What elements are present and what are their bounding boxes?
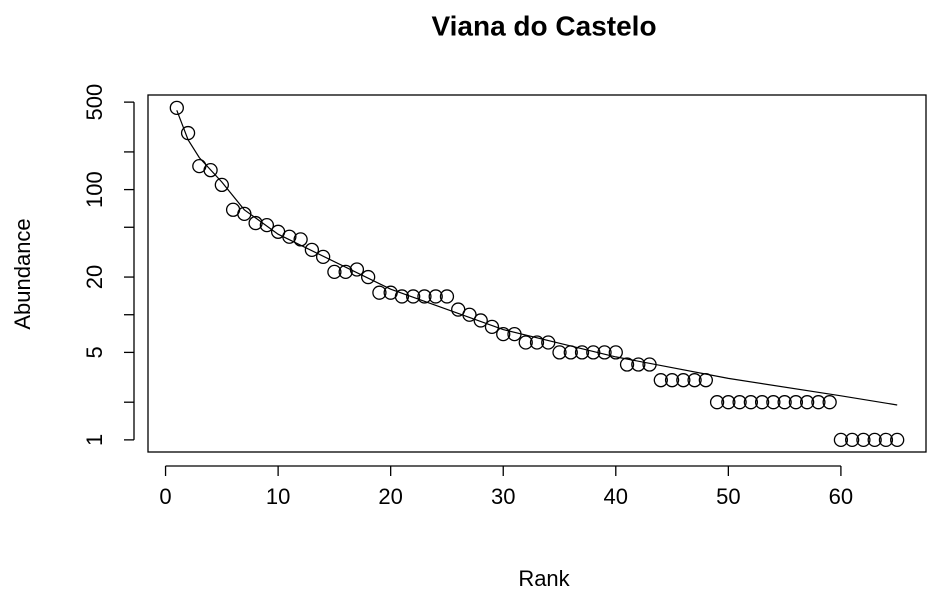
- point: [687, 373, 702, 388]
- point: [597, 345, 612, 360]
- point: [766, 395, 781, 410]
- point: [507, 326, 522, 342]
- point: [237, 206, 252, 221]
- point: [890, 432, 905, 448]
- fit-line: [176, 110, 898, 406]
- x-tick-label: 10: [266, 484, 290, 509]
- point: [361, 269, 376, 285]
- point: [608, 345, 623, 360]
- point: [169, 100, 184, 115]
- plot-frame: [147, 94, 927, 453]
- y-tick-label: 5: [82, 346, 107, 358]
- point: [721, 395, 736, 410]
- y-tick-label: 500: [82, 84, 107, 121]
- point: [631, 357, 646, 372]
- x-tick-label: 40: [604, 484, 628, 509]
- point: [619, 357, 635, 372]
- y-tick-label: 20: [82, 265, 107, 289]
- point: [327, 264, 342, 280]
- point: [574, 345, 590, 360]
- x-tick-label: 20: [378, 484, 402, 509]
- point: [248, 215, 263, 231]
- x-axis-label: Rank: [518, 566, 570, 591]
- y-tick-label: 1: [82, 434, 107, 446]
- point: [315, 249, 331, 265]
- point: [698, 373, 713, 388]
- point: [496, 326, 511, 342]
- point: [878, 432, 894, 448]
- point: [845, 432, 860, 448]
- point: [664, 373, 680, 388]
- point: [833, 432, 849, 448]
- y-axis-label: Abundance: [10, 218, 35, 329]
- point: [406, 289, 421, 304]
- point: [304, 242, 320, 257]
- point: [473, 313, 488, 328]
- x-tick-label: 50: [716, 484, 740, 509]
- chart-title: Viana do Castelo: [431, 10, 656, 41]
- point: [372, 285, 387, 300]
- point: [732, 395, 747, 410]
- point: [788, 395, 804, 410]
- x-tick-label: 0: [159, 484, 171, 509]
- point: [743, 395, 759, 410]
- point: [676, 373, 691, 388]
- y-tick-label: 100: [82, 171, 107, 208]
- point: [394, 289, 410, 304]
- point: [586, 345, 601, 360]
- point: [439, 289, 455, 304]
- point: [856, 432, 871, 448]
- point: [214, 177, 229, 193]
- point: [653, 373, 668, 388]
- point: [799, 395, 815, 410]
- point: [867, 432, 882, 448]
- point: [811, 395, 826, 410]
- point: [417, 289, 432, 304]
- point: [282, 229, 297, 244]
- point: [642, 357, 657, 372]
- point: [754, 395, 770, 410]
- point: [563, 345, 578, 360]
- point: [349, 262, 365, 277]
- point: [484, 319, 500, 335]
- point: [777, 395, 792, 410]
- point: [541, 335, 556, 350]
- point: [552, 345, 567, 360]
- point: [428, 289, 443, 304]
- point: [203, 163, 218, 178]
- point: [259, 217, 275, 233]
- point: [518, 335, 533, 350]
- point: [822, 395, 837, 410]
- point: [709, 395, 725, 410]
- point: [529, 335, 545, 350]
- x-tick-label: 30: [491, 484, 515, 509]
- x-tick-label: 60: [829, 484, 853, 509]
- point: [338, 264, 353, 280]
- point: [293, 232, 308, 247]
- point: [180, 125, 196, 141]
- point: [462, 307, 477, 322]
